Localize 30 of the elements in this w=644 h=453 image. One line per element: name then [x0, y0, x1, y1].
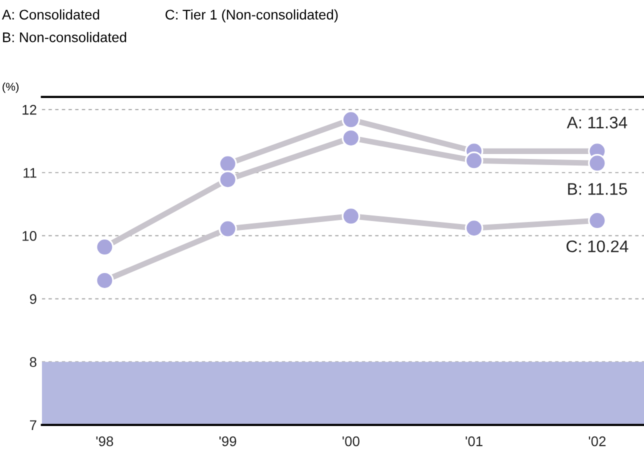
x-tick-label: '98: [96, 436, 114, 446]
y-tick-label: 12: [22, 104, 36, 115]
point: [342, 110, 360, 129]
text: B: Non-consolidated: [3, 32, 126, 42]
y-tick-label: 7: [30, 420, 36, 430]
point: [342, 128, 360, 148]
point: [95, 271, 114, 290]
y-tick-label: 10: [22, 231, 36, 241]
y-tick-label: 11: [24, 168, 36, 178]
text: A: Consolidated: [2, 9, 100, 20]
data-label: A: 11.34: [566, 116, 628, 128]
text: C: Tier 1 (Non-consolidated): [166, 9, 338, 22]
y-tick-label: 9: [30, 294, 36, 304]
y-tick-label: 8: [30, 357, 36, 368]
point: [588, 211, 606, 230]
point: [95, 238, 114, 256]
point: [342, 206, 360, 226]
point: [218, 220, 237, 238]
x-tick-label: '01: [466, 436, 482, 446]
x-tick-label: '02: [588, 436, 606, 446]
point: [218, 154, 237, 173]
point: [588, 154, 606, 172]
x-tick-label: '99: [219, 436, 236, 446]
point: [218, 170, 237, 189]
point: [464, 151, 484, 170]
x-tick-label: '00: [342, 436, 360, 446]
y-axis-title: (%): [2, 82, 19, 93]
data-label: C: 10.24: [566, 240, 628, 252]
data-label: B: 11.15: [568, 183, 627, 195]
point: [464, 218, 484, 238]
